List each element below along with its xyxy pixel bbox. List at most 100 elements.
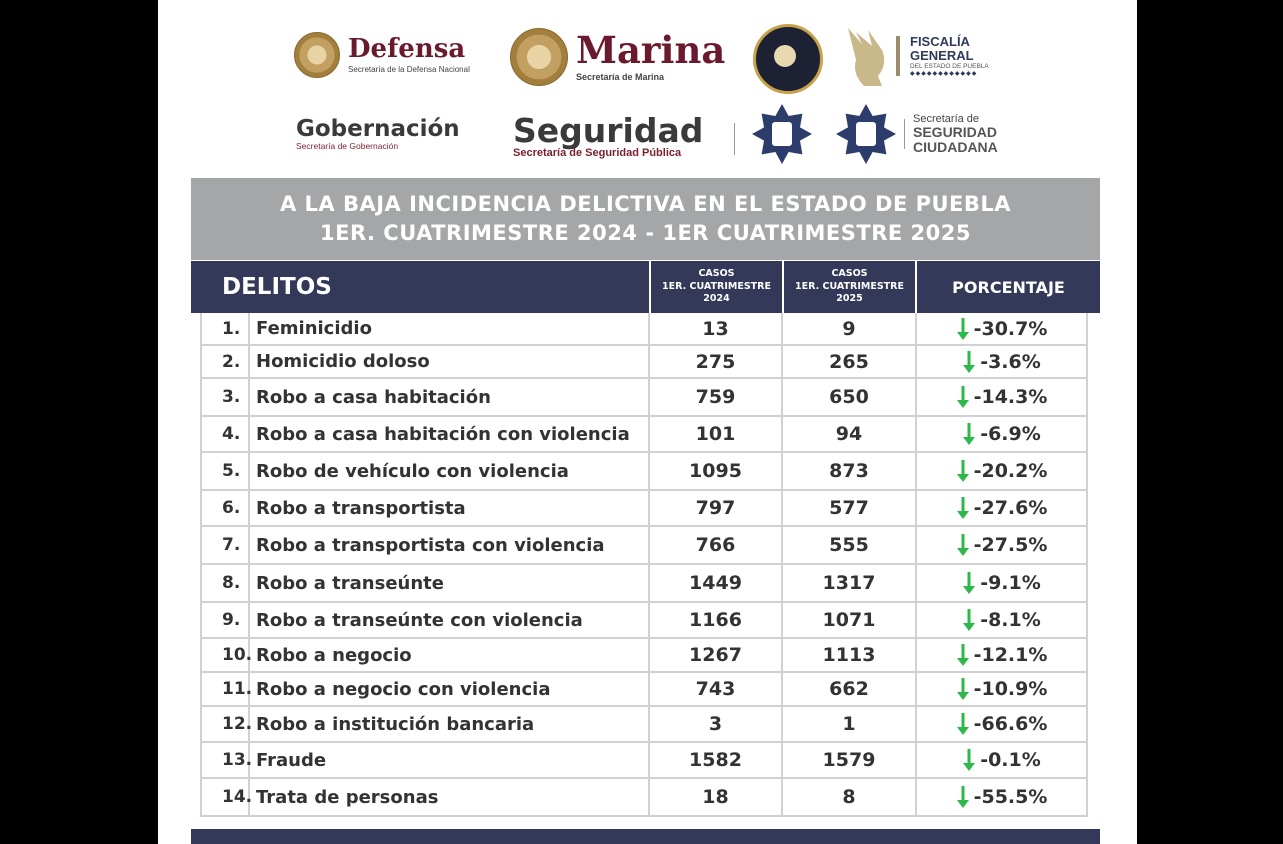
defensa-name: Defensa	[348, 34, 466, 64]
row-delito: Robo a negocio con violencia	[250, 673, 650, 707]
row-delito: Homicidio doloso	[250, 346, 650, 379]
infographic-page: Defensa Secretaría de la Defensa Naciona…	[158, 0, 1137, 844]
row-casos-2025: 555	[783, 527, 917, 565]
row-number: 6.	[200, 491, 250, 527]
table-row: 14. Trata de personas 18 8 -55.5%	[200, 779, 1088, 817]
row-number: 13.	[200, 743, 252, 779]
row-casos-2025: 1071	[783, 603, 917, 639]
row-porcentaje: -8.1%	[980, 609, 1041, 631]
row-number: 8.	[200, 565, 250, 603]
arrow-down-icon	[956, 678, 969, 700]
table-row: 2. Homicidio doloso 275 265 -3.6%	[200, 346, 1088, 379]
row-casos-2024: 275	[650, 346, 783, 379]
table-row: 1. Feminicidio 13 9 -30.7%	[200, 313, 1088, 346]
row-porcentaje-cell: -10.9%	[917, 673, 1088, 707]
row-casos-2024: 766	[650, 527, 783, 565]
ssc-divider	[904, 119, 905, 149]
row-number: 14.	[200, 779, 252, 817]
table-row: 13. Fraude 1582 1579 -0.1%	[200, 743, 1088, 779]
row-porcentaje: -30.7%	[973, 317, 1048, 340]
arrow-down-icon	[956, 386, 969, 408]
table-footer-bar	[191, 829, 1100, 844]
header-porcentaje: PORCENTAJE	[952, 277, 1065, 297]
row-casos-2025: 1317	[783, 565, 917, 603]
header-2025-line3: 2025	[836, 293, 863, 305]
row-number: 12.	[200, 707, 252, 743]
row-porcentaje: -3.6%	[980, 350, 1041, 373]
row-casos-2024: 1267	[650, 639, 783, 673]
row-delito: Fraude	[250, 743, 650, 779]
table-row: 10. Robo a negocio 1267 1113 -12.1%	[200, 639, 1088, 673]
row-casos-2024: 1582	[650, 743, 783, 779]
row-delito: Feminicidio	[250, 313, 650, 346]
gobernacion-sub: Secretaría de Gobernación	[296, 141, 399, 151]
row-porcentaje: -27.5%	[973, 534, 1048, 556]
title-banner: A LA BAJA INCIDENCIA DELICTIVA EN EL EST…	[191, 178, 1100, 260]
row-delito: Robo a casa habitación	[250, 379, 650, 417]
header-2025-line1: CASOS	[831, 268, 868, 280]
arrow-down-icon	[963, 423, 976, 445]
row-number: 5.	[200, 453, 250, 491]
row-porcentaje-cell: -12.1%	[917, 639, 1088, 673]
row-casos-2025: 1113	[783, 639, 917, 673]
arrow-down-icon	[963, 749, 976, 771]
row-casos-2025: 8	[783, 779, 917, 817]
row-porcentaje: -27.6%	[973, 497, 1048, 519]
row-casos-2025: 1579	[783, 743, 917, 779]
arrow-down-icon	[956, 497, 969, 519]
row-casos-2024: 1095	[650, 453, 783, 491]
arrow-down-icon	[956, 317, 969, 340]
row-delito: Robo a transportista con violencia	[250, 527, 650, 565]
logo-seguridad: Seguridad Secretaría de Seguridad Públic…	[513, 114, 703, 159]
arrow-down-icon	[956, 713, 969, 735]
seguridad-name: Seguridad	[513, 111, 704, 150]
row-porcentaje: -0.1%	[980, 749, 1041, 771]
arrow-down-icon	[956, 534, 969, 556]
title-line2: 1ER. CUATRIMESTRE 2024 - 1ER CUATRIMESTR…	[319, 221, 971, 245]
row-porcentaje-cell: -66.6%	[917, 707, 1088, 743]
fiscalia-pattern-icon: ◆◆◆◆◆◆◆◆◆◆◆◆	[910, 69, 978, 77]
row-casos-2025: 94	[783, 417, 917, 453]
header-2024-line3: 2024	[703, 293, 730, 305]
row-casos-2025: 265	[783, 346, 917, 379]
fiscalia-line1: FISCALÍA	[910, 34, 970, 50]
arrow-down-icon	[963, 572, 976, 594]
row-porcentaje: -66.6%	[973, 713, 1048, 735]
table-row: 4. Robo a casa habitación con violencia 10…	[200, 417, 1088, 453]
row-casos-2025: 662	[783, 673, 917, 707]
header-2025-line2: 1ER. CUATRIMESTRE	[795, 280, 904, 292]
police-star-icon	[752, 104, 812, 164]
row-number: 4.	[200, 417, 250, 453]
logo-gobernacion: Gobernación Secretaría de Gobernación	[296, 116, 460, 152]
header-delitos: DELITOS	[222, 274, 332, 300]
row-porcentaje-cell: -27.5%	[917, 527, 1088, 565]
table-row: 9. Robo a transeúnte con violencia 1166 107…	[200, 603, 1088, 639]
row-porcentaje-cell: -14.3%	[917, 379, 1088, 417]
row-delito: Trata de personas	[250, 779, 650, 817]
defensa-sub: Secretaría de la Defensa Nacional	[348, 65, 470, 74]
row-delito: Robo a institución bancaria	[250, 707, 650, 743]
police-star-icon	[836, 104, 896, 164]
header-casos-2025: CASOS 1ER. CUATRIMESTRE 2025	[784, 261, 915, 313]
table-row: 11. Robo a negocio con violencia 743 662 -10…	[200, 673, 1088, 707]
row-casos-2025: 9	[783, 313, 917, 346]
table-row: 3. Robo a casa habitación 759 650 -14.3%	[200, 379, 1088, 417]
row-casos-2024: 797	[650, 491, 783, 527]
header-divider	[782, 261, 784, 313]
row-porcentaje-cell: -20.2%	[917, 453, 1088, 491]
row-delito: Robo a transeúnte con violencia	[250, 603, 650, 639]
row-porcentaje: -20.2%	[973, 460, 1048, 482]
row-casos-2025: 650	[783, 379, 917, 417]
gobernacion-name: Gobernación	[296, 116, 460, 142]
mexico-seal-icon	[510, 28, 568, 86]
logo-ssc: Secretaría de SEGURIDAD CIUDADANA	[836, 104, 998, 164]
row-porcentaje: -10.9%	[973, 678, 1048, 700]
row-casos-2024: 1449	[650, 565, 783, 603]
row-porcentaje-cell: -27.6%	[917, 491, 1088, 527]
row-delito: Robo de vehículo con violencia	[250, 453, 650, 491]
row-casos-2024: 3	[650, 707, 783, 743]
row-casos-2024: 743	[650, 673, 783, 707]
table-row: 12. Robo a institución bancaria 3 1 -66.6%	[200, 707, 1088, 743]
header-divider	[915, 261, 917, 313]
row-casos-2025: 577	[783, 491, 917, 527]
